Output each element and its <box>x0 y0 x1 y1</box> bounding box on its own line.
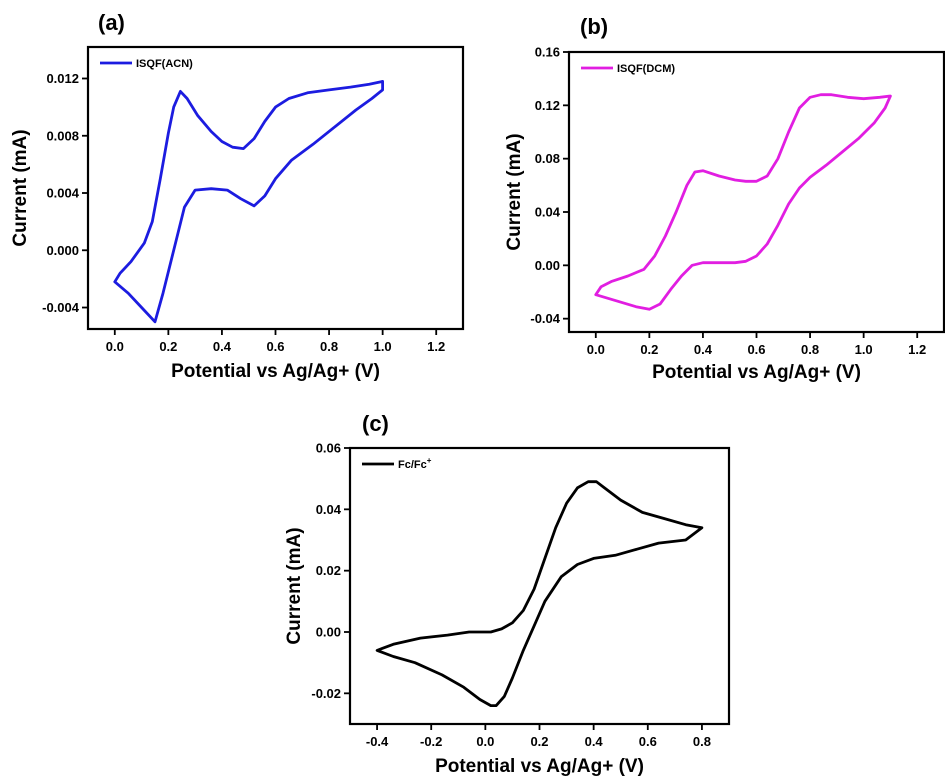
x-tick-label: 1.0 <box>855 342 873 357</box>
x-axis-title: Potential vs Ag/Ag+ (V) <box>652 362 861 383</box>
x-tick-label: 0.8 <box>320 339 338 354</box>
panel-label: (b) <box>580 14 608 39</box>
y-tick-label: -0.04 <box>530 311 560 326</box>
legend-label-text: ISQF(ACN) <box>136 58 193 70</box>
x-tick-label: 1.0 <box>374 339 392 354</box>
y-tick-label: 0.16 <box>535 45 560 60</box>
legend-label: ISQF(ACN) <box>136 58 193 70</box>
x-tick-label: 0.2 <box>530 734 548 749</box>
y-tick-label: -0.02 <box>311 686 341 701</box>
x-tick-label: 0.8 <box>693 734 711 749</box>
x-tick-label: 0.2 <box>159 339 177 354</box>
x-tick-label: 0.0 <box>476 734 494 749</box>
y-tick-label: 0.008 <box>46 128 79 143</box>
x-tick-label: -0.2 <box>420 734 442 749</box>
y-tick-label: 0.000 <box>46 243 79 258</box>
legend-label: ISQF(DCM) <box>617 63 675 75</box>
plot-frame <box>86 45 465 331</box>
x-tick-label: 0.4 <box>213 339 232 354</box>
legend-label-text: ISQF(DCM) <box>617 63 675 75</box>
panel-b: (b) 0.0 0.2 0.4 0.6 0.8 1.0 1.2 -0.04 0.00 0.04 0.0… <box>504 14 945 383</box>
x-tick-label: 0.0 <box>587 342 605 357</box>
x-tick-label: 0.4 <box>585 734 604 749</box>
y-tick-label: 0.00 <box>535 258 560 273</box>
y-tick-label: 0.02 <box>316 563 341 578</box>
y-tick-label: 0.00 <box>316 625 341 640</box>
x-tick-label: 0.0 <box>106 339 124 354</box>
y-tick-label: 0.12 <box>535 98 560 113</box>
x-tick-label: 1.2 <box>908 342 926 357</box>
panel-a: (a) 0.0 0.2 0.4 0.6 0.8 1.0 1.2 -0.004 0.000 0.004… <box>10 10 465 382</box>
panel-label: (a) <box>98 10 125 35</box>
legend-label-superscript: + <box>427 456 432 465</box>
x-tick-label: -0.4 <box>366 734 389 749</box>
y-tick-label: 0.04 <box>316 502 342 517</box>
plot-frame <box>348 446 731 726</box>
series-line <box>113 80 384 324</box>
x-tick-label: 0.8 <box>801 342 819 357</box>
x-tick-label: 0.2 <box>640 342 658 357</box>
y-axis-title: Current (mA) <box>504 133 525 250</box>
y-tick-label: 0.08 <box>535 151 560 166</box>
x-tick-label: 0.4 <box>694 342 713 357</box>
y-axis-title: Current (mA) <box>284 527 305 644</box>
panel-c: (c) -0.4 -0.2 0.0 0.2 0.4 0.6 0.8 -0.02 0.00 0.02 0… <box>284 411 731 776</box>
x-tick-label: 0.6 <box>747 342 765 357</box>
y-tick-label: 0.004 <box>46 186 79 201</box>
y-axis-title: Current (mA) <box>10 129 31 246</box>
y-tick-label: -0.004 <box>42 300 80 315</box>
panel-label: (c) <box>362 411 389 436</box>
x-tick-label: 0.6 <box>266 339 284 354</box>
y-tick-label: 0.06 <box>316 441 341 456</box>
x-axis-title: Potential vs Ag/Ag+ (V) <box>435 756 644 776</box>
x-tick-label: 1.2 <box>427 339 445 354</box>
plot-frame <box>567 50 945 334</box>
x-tick-label: 0.6 <box>639 734 657 749</box>
y-tick-label: 0.04 <box>535 205 561 220</box>
x-axis-title: Potential vs Ag/Ag+ (V) <box>171 361 380 382</box>
series-line <box>594 93 892 311</box>
series-line <box>375 480 704 707</box>
legend-label-text: Fc/Fc <box>398 459 427 471</box>
y-tick-label: 0.012 <box>46 71 79 86</box>
legend-label: Fc/Fc+ <box>398 456 432 471</box>
